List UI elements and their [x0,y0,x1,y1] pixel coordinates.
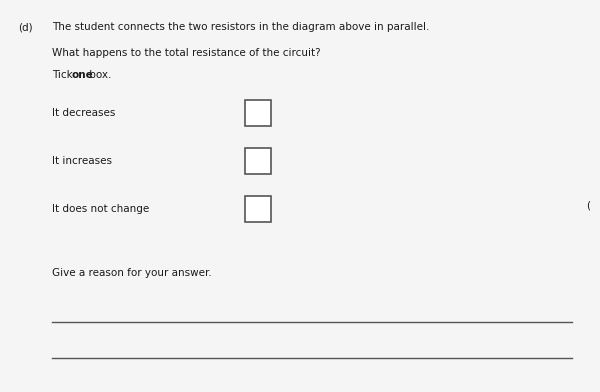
Text: box.: box. [86,70,112,80]
Text: Tick: Tick [52,70,76,80]
Text: (: ( [586,200,590,210]
Bar [245,148,271,174]
Text: It decreases: It decreases [52,108,115,118]
Text: The student connects the two resistors in the diagram above in parallel.: The student connects the two resistors i… [52,22,430,32]
Text: Give a reason for your answer.: Give a reason for your answer. [52,268,212,278]
Text: one: one [71,70,93,80]
Text: (d): (d) [18,22,32,32]
Text: What happens to the total resistance of the circuit?: What happens to the total resistance of … [52,48,320,58]
Bar [245,100,271,126]
Text: It increases: It increases [52,156,112,166]
Text: It does not change: It does not change [52,204,149,214]
Bar [245,196,271,222]
